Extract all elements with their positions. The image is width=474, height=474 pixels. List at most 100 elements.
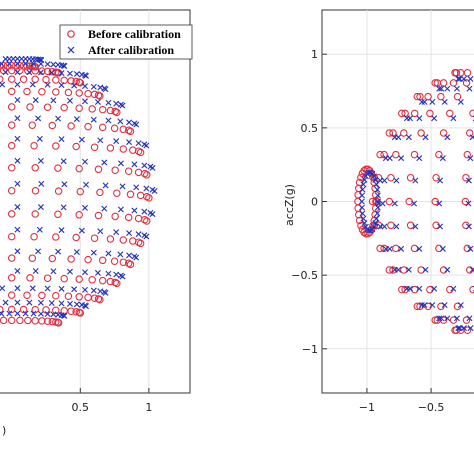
marker-before [7, 103, 16, 111]
marker-before [7, 291, 16, 299]
marker-before [52, 306, 60, 315]
marker-after [465, 223, 472, 230]
marker-before [98, 256, 107, 265]
marker-before [98, 276, 107, 285]
marker-after [73, 71, 80, 78]
marker-before [90, 234, 99, 242]
marker-after [50, 311, 57, 318]
marker-after [113, 271, 120, 278]
marker-after [117, 160, 124, 167]
marker-after [81, 158, 88, 165]
marker-after [119, 183, 126, 190]
marker-after [375, 198, 381, 205]
marker-after [444, 85, 451, 92]
marker-before [75, 89, 83, 97]
marker-after [2, 69, 9, 76]
marker-after [44, 61, 51, 68]
marker-after [436, 315, 443, 322]
marker-after [469, 134, 474, 141]
marker-after [38, 57, 45, 64]
marker-after [14, 115, 21, 122]
marker-after [455, 75, 462, 82]
marker-after [14, 60, 21, 67]
marker-before [94, 165, 103, 174]
marker-after [58, 70, 65, 77]
marker-after [359, 204, 365, 211]
marker-before [431, 316, 439, 324]
marker-after [90, 83, 97, 90]
marker-before [64, 292, 73, 300]
marker-after [391, 134, 398, 141]
marker-before [0, 305, 4, 314]
marker-after [14, 248, 21, 255]
marker-after [71, 82, 78, 89]
marker-after [81, 286, 88, 293]
marker-after [131, 161, 138, 168]
marker-before [24, 316, 32, 325]
marker-before [76, 187, 85, 196]
marker-before [96, 188, 104, 197]
marker-before [449, 79, 458, 87]
marker-after [439, 245, 446, 252]
marker-after [141, 162, 148, 169]
marker-before [48, 254, 57, 263]
marker-before [389, 129, 397, 137]
right-grid [322, 10, 474, 393]
marker-after [73, 301, 80, 308]
marker-after [94, 98, 101, 105]
marker-before [136, 239, 145, 248]
marker-before [143, 217, 151, 225]
marker-after [361, 220, 368, 227]
marker-before [143, 171, 151, 179]
marker-before [358, 169, 367, 178]
marker-before [72, 308, 80, 316]
marker-after [133, 184, 140, 191]
marker-after [2, 299, 9, 306]
marker-after [14, 157, 21, 164]
marker-before [439, 129, 448, 137]
marker-after [44, 285, 51, 292]
marker-after [438, 85, 445, 92]
marker-before [432, 173, 440, 182]
marker-before [75, 211, 83, 219]
marker-after [126, 119, 133, 126]
left-x-tick-label: 1 [145, 401, 152, 414]
marker-after [14, 180, 21, 187]
right-x-tick-label: −0.5 [418, 401, 445, 414]
left-x-tick-label: 0.5 [72, 401, 90, 414]
marker-before [72, 77, 80, 86]
marker-after [55, 115, 62, 122]
marker-before [52, 233, 60, 241]
marker-before [462, 316, 471, 324]
marker-after [126, 139, 133, 146]
marker-after [358, 198, 365, 205]
marker-after [391, 200, 398, 207]
marker-before [113, 279, 121, 288]
marker-after [439, 155, 446, 162]
marker-after [441, 302, 448, 309]
marker-before [64, 88, 73, 97]
marker-after [362, 173, 369, 180]
marker-after [113, 229, 120, 236]
marker-after [101, 205, 108, 212]
marker-after [416, 115, 423, 122]
right-plot-panel: −1 −0.5 −1 −0.5 0 0.5 1 accZ(g) [283, 9, 474, 414]
marker-before [90, 90, 99, 99]
marker-after [0, 310, 5, 317]
marker-after [105, 117, 112, 124]
marker-before [446, 109, 454, 118]
marker-before [16, 66, 24, 75]
right-y-tick-label: 0.5 [301, 122, 319, 135]
marker-after [416, 285, 423, 292]
marker-before [124, 167, 133, 175]
marker-after [14, 299, 21, 306]
marker-after [370, 223, 377, 230]
marker-before [398, 285, 406, 294]
marker-after [66, 97, 73, 104]
marker-before [111, 166, 119, 174]
marker-after [22, 310, 29, 317]
legend-marker-before [67, 30, 75, 38]
right-y-tick-label: −0.5 [291, 269, 318, 282]
marker-after [37, 310, 44, 317]
marker-before [453, 92, 462, 101]
